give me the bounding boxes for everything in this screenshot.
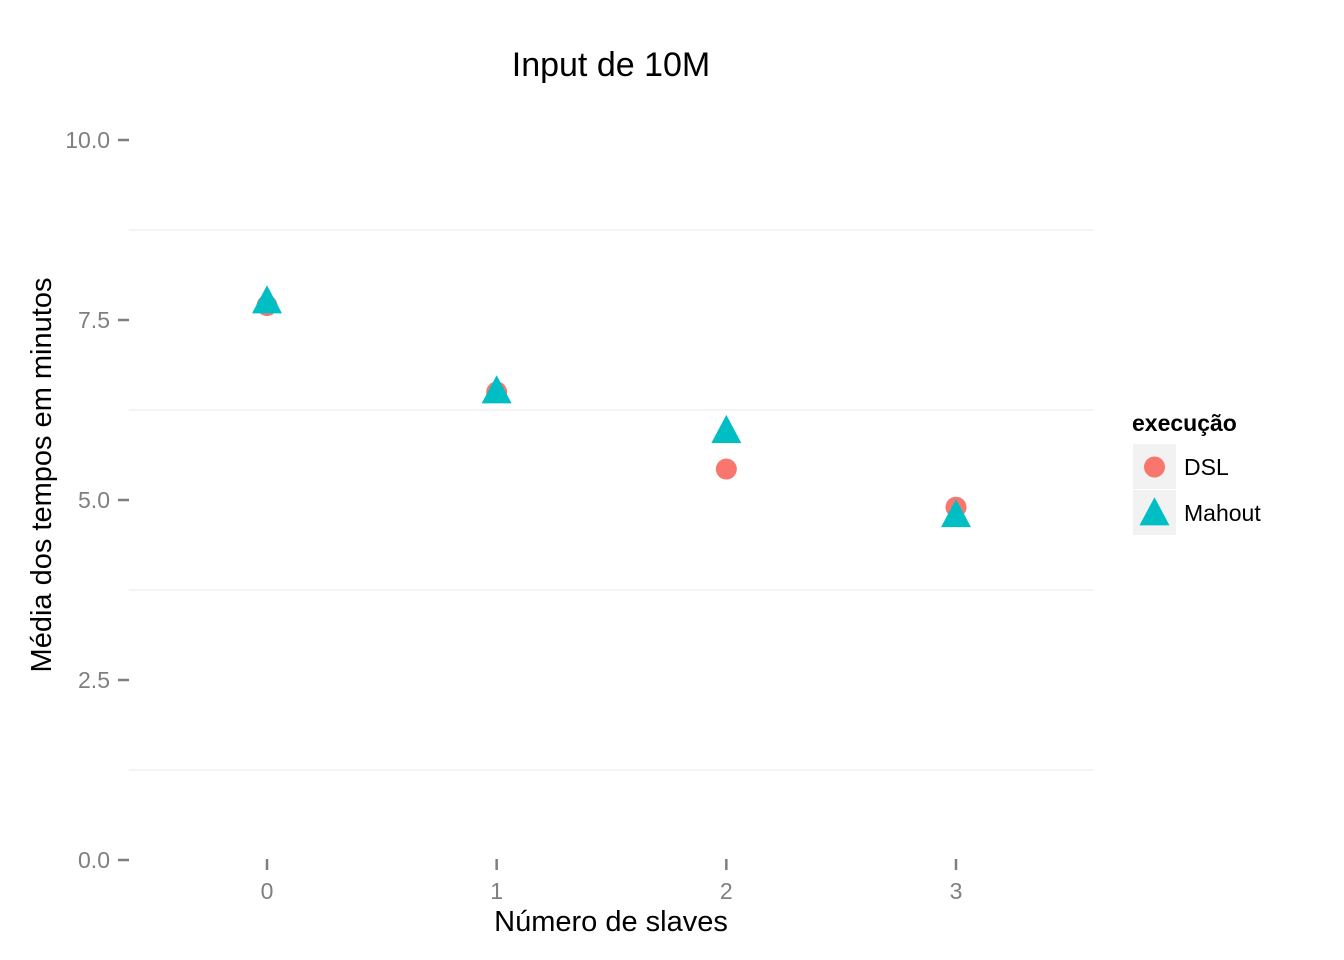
data-points [252, 285, 971, 528]
y-axis: 0.0 2.5 5.0 7.5 10.0 [65, 127, 129, 873]
x-tick-label: 0 [261, 878, 274, 904]
dsl-point [715, 458, 737, 480]
legend-label: DSL [1184, 454, 1229, 480]
x-tick-label: 1 [490, 878, 503, 904]
x-axis: 0 1 2 3 [261, 859, 963, 904]
grid-lines [129, 229, 1094, 771]
x-tick-label: 2 [720, 878, 733, 904]
y-tick-label: 10.0 [65, 127, 110, 153]
mahout-point [711, 414, 742, 443]
chart-title: Input de 10M [512, 46, 710, 84]
y-tick-label: 2.5 [78, 667, 110, 693]
x-axis-title: Número de slaves [494, 906, 728, 938]
legend-label: Mahout [1184, 500, 1261, 526]
mahout-point [252, 285, 282, 314]
y-tick-label: 5.0 [78, 487, 110, 513]
y-tick-label: 7.5 [78, 307, 110, 333]
x-tick-label: 3 [950, 878, 963, 904]
legend-dsl-circle [1144, 456, 1165, 478]
mahout-point [481, 375, 512, 404]
y-tick-label: 0.0 [78, 847, 110, 873]
legend: execução DSL Mahout [1132, 410, 1261, 535]
legend-mahout-triangle [1139, 497, 1170, 526]
legend-title: execução [1132, 410, 1237, 436]
mahout-point [941, 499, 971, 528]
y-axis-title: Média dos tempos em minutos [26, 278, 58, 673]
